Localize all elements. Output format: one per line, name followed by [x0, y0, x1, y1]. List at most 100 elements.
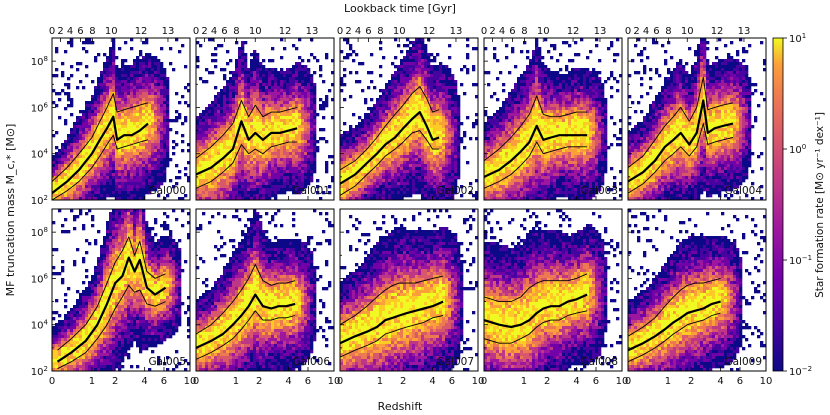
heatmap-cell [397, 65, 401, 69]
heatmap-cell [163, 164, 167, 168]
heatmap-cell [94, 113, 98, 117]
heatmap-cell [403, 182, 407, 186]
heatmap-cell [235, 179, 239, 183]
heatmap-cell [451, 161, 455, 165]
heatmap-cell [139, 50, 143, 54]
heatmap-cell [247, 179, 251, 183]
heatmap-cell [100, 149, 104, 153]
heatmap-cell [232, 185, 236, 189]
heatmap-cell [295, 158, 299, 162]
heatmap-cell [100, 188, 104, 192]
heatmap-cell [346, 137, 350, 141]
heatmap-cell [376, 191, 380, 195]
heatmap-cell [421, 170, 425, 174]
heatmap-cell [415, 107, 419, 111]
heatmap-cell [130, 98, 134, 102]
heatmap-cell [271, 128, 275, 132]
heatmap-cell [250, 143, 254, 147]
heatmap-cell [235, 119, 239, 123]
heatmap-cell [367, 140, 371, 144]
heatmap-cell [385, 83, 389, 87]
heatmap-cell [148, 98, 152, 102]
heatmap-cell [238, 47, 242, 51]
heatmap-cell [112, 128, 116, 132]
heatmap-cell [124, 122, 128, 126]
heatmap-cell [424, 47, 428, 51]
heatmap-cell [424, 155, 428, 159]
heatmap-cell [349, 191, 353, 195]
heatmap-cell [322, 137, 326, 141]
heatmap-cell [442, 164, 446, 168]
heatmap-cell [124, 128, 128, 132]
heatmap-cell [202, 110, 206, 114]
heatmap-cell [349, 128, 353, 132]
heatmap-cell [160, 104, 164, 108]
heatmap-cell [412, 104, 416, 108]
heatmap-cell [349, 146, 353, 150]
heatmap-cell [379, 74, 383, 78]
heatmap-cell [142, 92, 146, 96]
heatmap-cell [97, 53, 101, 57]
heatmap-cell [397, 158, 401, 162]
heatmap-cell [244, 179, 248, 183]
heatmap-cell [403, 188, 407, 192]
heatmap-cell [148, 167, 152, 171]
heatmap-cell [385, 122, 389, 126]
heatmap-cell [373, 173, 377, 177]
heatmap-cell [442, 104, 446, 108]
heatmap-cell [304, 86, 308, 90]
heatmap-cell [217, 140, 221, 144]
heatmap-cell [277, 71, 281, 75]
heatmap-cell [259, 77, 263, 81]
heatmap-cell [277, 170, 281, 174]
heatmap-cell [406, 140, 410, 144]
heatmap-cell [61, 155, 65, 159]
heatmap-cell [103, 149, 107, 153]
top-tick-label: 6 [77, 26, 83, 37]
heatmap-cell [298, 65, 302, 69]
heatmap-cell [271, 167, 275, 171]
heatmap-cell [142, 197, 146, 200]
heatmap-cell [310, 167, 314, 171]
heatmap-cell [421, 134, 425, 138]
heatmap-cell [226, 170, 230, 174]
heatmap-cell [307, 161, 311, 165]
heatmap-cell [430, 113, 434, 117]
heatmap-cell [364, 161, 368, 165]
heatmap-cell [64, 161, 68, 165]
heatmap-cell [433, 125, 437, 129]
heatmap-cell [127, 86, 131, 90]
heatmap-cell [91, 173, 95, 177]
heatmap-cell [274, 152, 278, 156]
heatmap-cell [262, 107, 266, 111]
heatmap-cell [247, 188, 251, 192]
heatmap-cell [220, 164, 224, 168]
heatmap-cell [259, 179, 263, 183]
heatmap-cell [94, 194, 98, 198]
heatmap-cell [97, 128, 101, 132]
heatmap-cell [289, 80, 293, 84]
heatmap-cell [412, 71, 416, 75]
heatmap-cell [430, 83, 434, 87]
heatmap-cell [433, 107, 437, 111]
heatmap-cell [139, 80, 143, 84]
heatmap-cell [139, 83, 143, 87]
heatmap-cell [277, 155, 281, 159]
heatmap-cell [280, 89, 284, 93]
heatmap-cell [352, 143, 356, 147]
heatmap-cell [181, 149, 185, 153]
heatmap-cell [250, 77, 254, 81]
heatmap-cell [226, 86, 230, 90]
heatmap-cell [106, 161, 110, 165]
heatmap-cell [64, 158, 68, 162]
heatmap-cell [361, 194, 365, 198]
heatmap-cell [211, 191, 215, 195]
heatmap-cell [241, 56, 245, 60]
heatmap-cell [253, 62, 257, 66]
heatmap-cell [406, 44, 410, 48]
heatmap-cell [403, 191, 407, 195]
heatmap-cell [358, 122, 362, 126]
heatmap-cell [91, 155, 95, 159]
heatmap-cell [427, 113, 431, 117]
heatmap-cell [235, 152, 239, 156]
